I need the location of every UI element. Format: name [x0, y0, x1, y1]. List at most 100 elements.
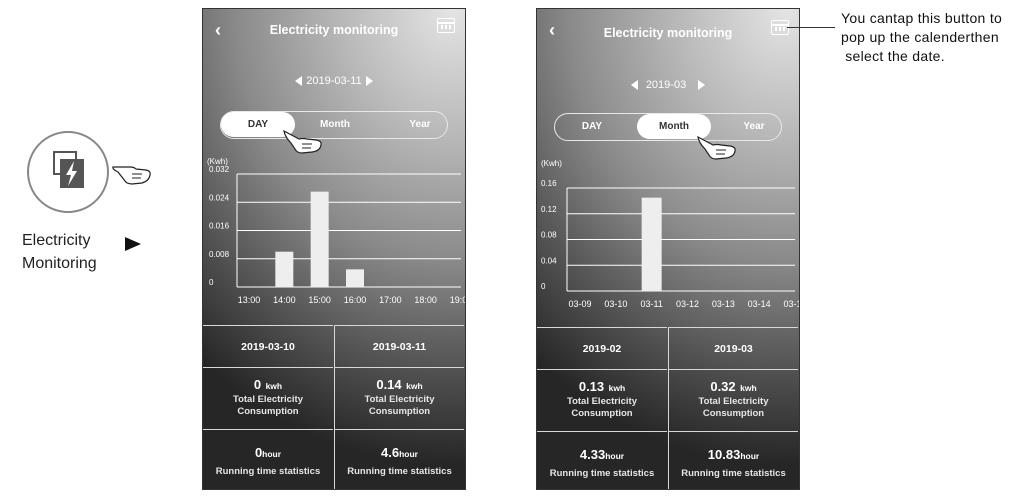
consumption-label: Total Electricity [364, 394, 435, 405]
consumption-value: 0.14 [376, 377, 402, 392]
pointing-hand-icon [112, 166, 151, 185]
period-header: 2019-02 [537, 327, 667, 369]
x-tick-label: 15:00 [308, 295, 331, 305]
runtime-unit: hour [399, 449, 418, 459]
tab-day[interactable]: DAY [221, 112, 295, 137]
consumption-label: Consumption [368, 406, 431, 417]
electricity-monitoring-button[interactable] [27, 131, 109, 213]
consumption-value: 0.32 [710, 379, 736, 394]
annotation-leader-line [787, 27, 835, 28]
electricity-monitoring-label: Electricity Monitoring [22, 232, 97, 272]
consumption-label: Total Electricity [698, 396, 769, 407]
consumption-cell: 0.13 kwh Total Electricity Consumption [537, 369, 667, 431]
chart-unit-label: (Kwh) [207, 157, 228, 166]
tab-month[interactable]: Month [320, 119, 350, 130]
runtime-label: Running time statistics [549, 468, 655, 479]
x-tick-label: 03-14 [748, 299, 771, 309]
x-tick-label: 03-12 [676, 299, 699, 309]
current-date: 2019-03-11 [306, 75, 362, 87]
y-tick-label: 0 [541, 282, 546, 291]
x-tick-label: 03-13 [712, 299, 735, 309]
y-tick-label: 0.16 [541, 179, 557, 188]
x-tick-label: 18:00 [414, 295, 437, 305]
tab-year[interactable]: Year [409, 119, 431, 130]
runtime-value: 10.83 [707, 447, 741, 462]
tab-day[interactable]: DAY [581, 121, 603, 132]
consumption-label: Total Electricity [566, 396, 638, 407]
x-tick-label: 16:00 [344, 295, 367, 305]
x-tick-label: 13:00 [238, 295, 261, 305]
x-tick-label: 19:00 [450, 295, 465, 305]
runtime-value: 0 [254, 445, 263, 460]
period-header: 2019-03-11 [334, 325, 464, 367]
y-tick-label: 0.008 [209, 250, 230, 259]
x-tick-label: 14:00 [273, 295, 296, 305]
usage-chart: (Kwh) 0 0.04 0.08 0.12 0.16 03-09 03-10 03-11 03… [537, 159, 799, 309]
prev-date-icon[interactable] [630, 80, 638, 91]
pointing-hand-icon [283, 129, 322, 154]
consumption-label: Consumption [237, 406, 299, 417]
consumption-unit: kwh [406, 381, 423, 391]
period-selector: DAY Month Year [554, 113, 782, 141]
consumption-label: Total Electricity [232, 394, 304, 405]
runtime-cell: 4.33hour Running time statistics [537, 431, 667, 489]
y-tick-label: 0.032 [209, 165, 230, 174]
date-navigator: 2019-03-11 [203, 75, 465, 87]
y-tick-label: 0.04 [541, 256, 557, 265]
right-arrow-icon [125, 237, 141, 251]
runtime-unit: hour [262, 449, 282, 459]
chart-bar [641, 197, 662, 291]
pointing-hand-icon [697, 135, 736, 160]
y-tick-label: 0.016 [209, 222, 230, 231]
period-selector: DAY Month Year [220, 111, 448, 139]
consumption-unit: kwh [740, 383, 757, 393]
runtime-cell: 0hour Running time statistics [203, 429, 333, 489]
screen-month-view: ‹ Electricity monitoring 2019-03 DAY Mon… [536, 8, 800, 490]
consumption-cell: 0.14 kwh Total Electricity Consumption [334, 367, 464, 429]
statistics-table: 2019-02 2019-03 0.13 kwh Total Electrici… [537, 327, 799, 489]
consumption-label: Consumption [571, 408, 633, 419]
statistics-table: 2019-03-10 2019-03-11 0 kwh Total Electr… [203, 325, 465, 489]
prev-date-icon[interactable] [295, 76, 303, 87]
x-tick-label: 03-15 [783, 299, 799, 309]
x-tick-label: 03-09 [568, 299, 591, 309]
consumption-unit: kwh [608, 383, 626, 393]
runtime-unit: hour [605, 451, 625, 461]
runtime-unit: hour [740, 451, 760, 461]
chart-bar [275, 251, 294, 287]
runtime-label: Running time statistics [681, 468, 786, 479]
calendar-annotation: You cantap this button to pop up the cal… [841, 10, 1003, 64]
back-icon[interactable]: ‹ [215, 20, 221, 40]
back-icon[interactable]: ‹ [549, 20, 555, 40]
next-date-icon[interactable] [365, 76, 373, 87]
chart-bar [346, 269, 364, 287]
runtime-label: Running time statistics [215, 466, 321, 477]
period-header: 2019-03 [668, 327, 798, 369]
tab-month[interactable]: Month [637, 114, 711, 139]
y-tick-label: 0.024 [209, 193, 230, 202]
current-date: 2019-03 [645, 79, 687, 91]
electricity-monitor-icon [53, 151, 84, 188]
x-tick-label: 03-11 [640, 299, 662, 309]
y-tick-label: 0.08 [541, 231, 557, 240]
y-tick-label: 0.12 [541, 205, 557, 214]
screen-day-view: ‹ Electricity monitoring 2019-03-11 DAY … [202, 8, 466, 490]
calendar-icon[interactable] [437, 18, 455, 33]
runtime-cell: 4.6hour Running time statistics [334, 429, 464, 489]
consumption-cell: 0.32 kwh Total Electricity Consumption [668, 369, 798, 431]
runtime-value: 4.33 [579, 447, 606, 462]
date-navigator: 2019-03 [537, 79, 799, 91]
x-tick-label: 17:00 [379, 295, 402, 305]
consumption-label: Consumption [702, 408, 765, 419]
chart-unit-label: (Kwh) [541, 159, 562, 168]
chart-bar [310, 191, 329, 287]
next-date-icon[interactable] [698, 80, 706, 91]
x-tick-label: 03-10 [604, 299, 627, 309]
y-tick-label: 0 [209, 278, 214, 287]
consumption-value: 0 [253, 377, 262, 392]
tab-year[interactable]: Year [743, 121, 765, 132]
runtime-value: 4.6 [381, 445, 400, 460]
consumption-value: 0.13 [578, 379, 605, 394]
consumption-unit: kwh [265, 381, 283, 391]
page-title: Electricity monitoring [603, 26, 733, 40]
